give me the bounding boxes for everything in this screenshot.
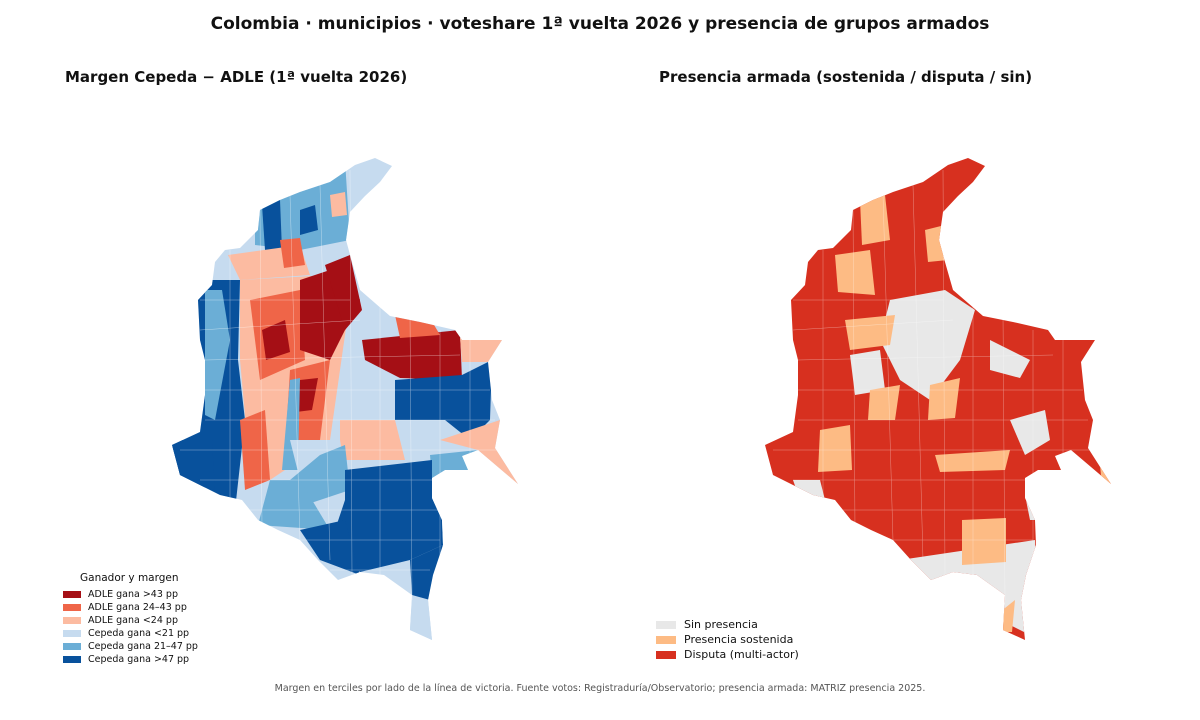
legend-swatch <box>63 604 81 611</box>
legend-swatch <box>656 635 676 644</box>
legend-swatch <box>656 650 676 659</box>
legend-label: Sin presencia <box>684 618 758 631</box>
legend-item: Cepeda gana >47 pp <box>60 653 198 666</box>
legend-item: Presencia sostenida <box>656 632 799 647</box>
legend-swatch <box>63 591 81 598</box>
margin-legend: Ganador y margen ADLE gana >43 pp ADLE g… <box>60 572 198 666</box>
legend-label: Presencia sostenida <box>684 633 794 646</box>
legend-swatch <box>63 630 81 637</box>
legend-item: ADLE gana 24–43 pp <box>60 601 198 614</box>
legend-title: Ganador y margen <box>80 572 179 584</box>
legend-item: Cepeda gana <21 pp <box>60 627 198 640</box>
legend-item: ADLE gana <24 pp <box>60 614 198 627</box>
presence-legend: Sin presencia Presencia sostenida Disput… <box>656 617 799 662</box>
legend-label: ADLE gana >43 pp <box>88 589 178 600</box>
legend-swatch <box>656 620 676 629</box>
right-panel-title: Presencia armada (sostenida / disputa / … <box>659 68 1033 86</box>
legend-swatch <box>63 643 81 650</box>
legend-label: ADLE gana <24 pp <box>88 615 178 626</box>
legend-item: ADLE gana >43 pp <box>60 588 198 601</box>
legend-swatch <box>63 617 81 624</box>
legend-item: Sin presencia <box>656 617 799 632</box>
legend-label: Cepeda gana >47 pp <box>88 654 190 665</box>
legend-label: Disputa (multi-actor) <box>684 648 799 661</box>
legend-label: Cepeda gana 21–47 pp <box>88 641 198 652</box>
legend-swatch <box>63 656 81 663</box>
legend-item: Cepeda gana 21–47 pp <box>60 640 198 653</box>
left-panel-title: Margen Cepeda − ADLE (1ª vuelta 2026) <box>65 68 408 86</box>
legend-item: Disputa (multi-actor) <box>656 647 799 662</box>
legend-label: ADLE gana 24–43 pp <box>88 602 187 613</box>
legend-label: Cepeda gana <21 pp <box>88 628 190 639</box>
source-footnote: Margen en terciles por lado de la línea … <box>274 683 926 694</box>
figure-title: Colombia · municipios · voteshare 1ª vue… <box>210 14 990 34</box>
